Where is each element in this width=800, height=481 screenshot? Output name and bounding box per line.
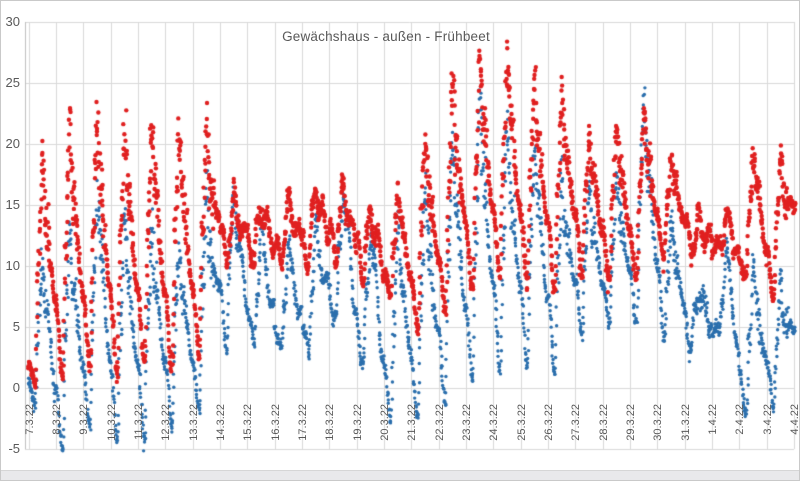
x-axis-tick-label: 27.3.22 xyxy=(570,404,583,441)
x-axis-tick-label: 1.4.22 xyxy=(707,404,719,435)
x-axis-tick-label: 15.3.22 xyxy=(242,404,255,441)
chart-bottom-edge xyxy=(1,470,799,480)
x-axis-tick-label: 18.3.22 xyxy=(324,404,337,441)
x-axis-tick-label: 25.3.22 xyxy=(515,404,528,441)
y-axis-tick-label: 5 xyxy=(12,319,20,334)
chart-title: Gewächshaus - außen - Frühbeet xyxy=(282,29,490,44)
x-axis-tick-label: 26.3.22 xyxy=(542,404,555,441)
x-axis-tick-label: 3.4.22 xyxy=(761,404,774,435)
x-axis-tick-label: 7.3.22 xyxy=(23,404,36,435)
x-axis-tick-label: 21.3.22 xyxy=(406,404,419,441)
x-axis-tick-label: 30.3.22 xyxy=(652,404,665,441)
x-axis-tick-label: 16.3.22 xyxy=(269,404,282,441)
x-axis-tick-label: 20.3.22 xyxy=(378,404,391,441)
x-axis-tick-label: 4.4.22 xyxy=(789,404,800,435)
x-axis-tick-label: 19.3.22 xyxy=(351,404,364,441)
x-axis-tick-label: 13.3.22 xyxy=(187,404,200,441)
x-axis-tick-label: 2.4.22 xyxy=(734,404,747,435)
x-axis-tick-label: 8.3.22 xyxy=(50,404,63,435)
x-axis-tick-label: 28.3.22 xyxy=(597,404,610,441)
y-axis-tick-label: 20 xyxy=(5,136,20,151)
x-axis-tick-label: 22.3.22 xyxy=(433,404,446,441)
x-axis-tick-label: 9.3.22 xyxy=(78,404,91,435)
x-axis-tick-label: 11.3.22 xyxy=(132,404,145,440)
x-axis-tick-label: 12.3.22 xyxy=(160,404,173,441)
x-axis-tick-label: 24.3.22 xyxy=(488,404,501,441)
x-axis-tick-label: 29.3.22 xyxy=(624,404,637,441)
y-axis-tick-label: 15 xyxy=(5,197,20,212)
x-axis-tick-label: 17.3.22 xyxy=(296,404,309,441)
y-axis-tick-label: 0 xyxy=(12,380,20,395)
y-axis-tick-label: -5 xyxy=(8,441,20,456)
x-axis-tick-label: 14.3.22 xyxy=(214,404,227,441)
y-axis-tick-label: 10 xyxy=(5,258,20,273)
y-axis-tick-label: 30 xyxy=(5,14,20,29)
x-axis-tick-label: 23.3.22 xyxy=(460,404,473,441)
y-axis-tick-label: 25 xyxy=(5,75,20,90)
x-axis-tick-label: 31.3.22 xyxy=(679,404,692,441)
x-axis-tick-label: 10.3.22 xyxy=(105,404,118,441)
